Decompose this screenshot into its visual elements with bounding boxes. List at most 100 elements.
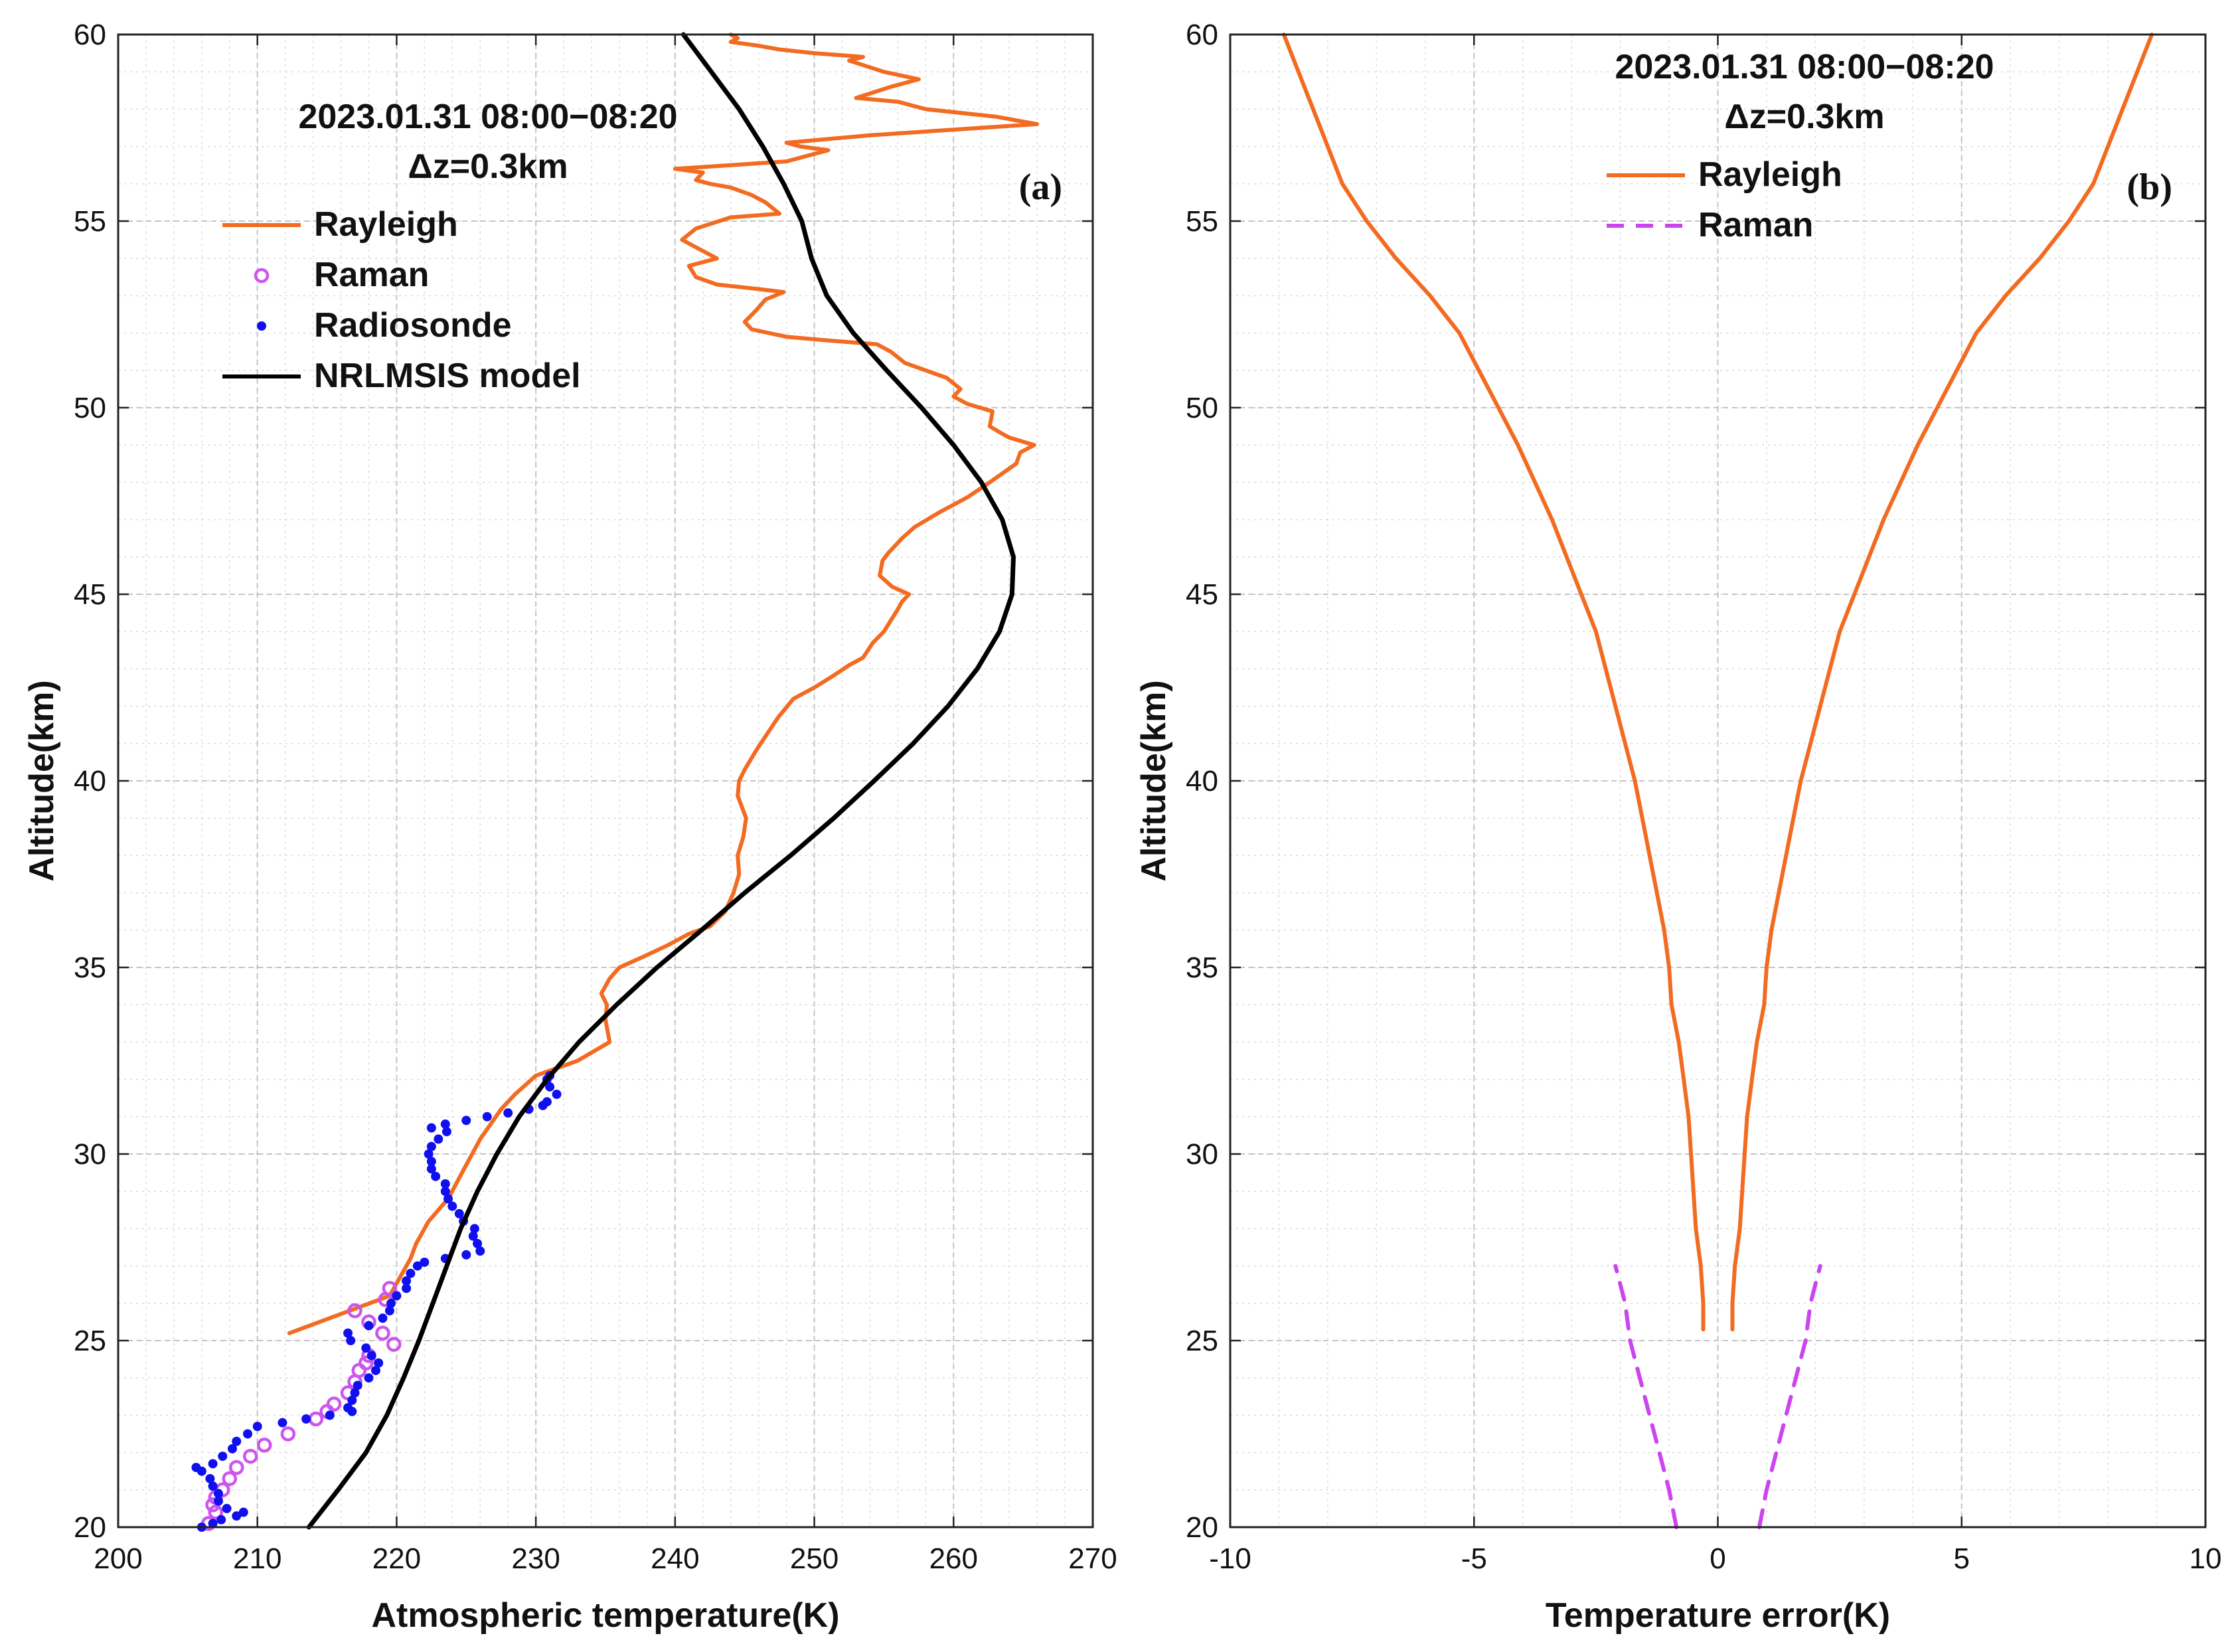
raman-point [229, 1459, 244, 1475]
y-tick-label: 20 [1186, 1511, 1218, 1544]
legend-swatch-dot [257, 321, 266, 331]
y-tick-label: 30 [74, 1138, 106, 1171]
y-tick-label: 55 [74, 205, 106, 238]
radiosonde-point [343, 1328, 353, 1338]
x-tick-label: -5 [1461, 1542, 1487, 1575]
legend: Rayleigh Raman Radiosonde NRLMSIS model [222, 205, 581, 395]
series-line-rayleigh [287, 33, 1040, 1335]
y-tick-label: 55 [1186, 205, 1218, 238]
axes-frame [117, 33, 1094, 1528]
y-tick-label: 45 [74, 578, 106, 611]
y-tick-label: 60 [1186, 19, 1218, 51]
radiosonde-point [366, 1351, 376, 1361]
radiosonde-point [392, 1291, 402, 1301]
radiosonde-point [213, 1489, 223, 1499]
radiosonde-point [420, 1257, 430, 1267]
radiosonde-point [252, 1422, 262, 1432]
x-tick-label: 0 [1710, 1542, 1725, 1575]
radiosonde-point [454, 1208, 464, 1218]
radiosonde-point [426, 1164, 436, 1174]
series-nrlmsis-model [306, 32, 1016, 1530]
legend-label: Rayleigh [314, 205, 458, 244]
x-tick-label: 270 [1068, 1542, 1117, 1575]
axes-frame [1229, 33, 2207, 1528]
panel-label: (b) [2127, 167, 2172, 208]
radiosonde-point [353, 1380, 362, 1390]
radiosonde-point [469, 1224, 479, 1234]
radiosonde-point [386, 1298, 396, 1308]
radiosonde-point [346, 1336, 356, 1345]
x-tick-label: 210 [233, 1542, 281, 1575]
radiosonde-point [402, 1283, 412, 1293]
y-tick-label: 40 [74, 765, 106, 797]
radiosonde-point [227, 1444, 237, 1453]
annotation-date: 2023.01.31 08:00−08:20 [1615, 48, 1994, 86]
radiosonde-point [370, 1365, 380, 1375]
annotation-date: 2023.01.31 08:00−08:20 [298, 98, 677, 136]
legend-label: Rayleigh [1698, 155, 1842, 194]
raman-point [326, 1396, 342, 1412]
radiosonde-point [191, 1463, 201, 1473]
raman-point [382, 1281, 398, 1296]
radiosonde-point [208, 1481, 218, 1491]
y-axis-label: Altitude(km) [1135, 680, 1173, 881]
radiosonde-point [461, 1115, 471, 1125]
y-tick-label: 20 [74, 1511, 106, 1544]
radiosonde-point [461, 1250, 471, 1260]
series-line-rayleigh [1730, 33, 2154, 1332]
x-axis-label: Temperature error(K) [1546, 1596, 1890, 1635]
panel-label: (a) [1019, 167, 1062, 208]
radiosonde-point [364, 1373, 374, 1383]
raman-point [222, 1471, 238, 1487]
radiosonde-point [431, 1171, 441, 1181]
radiosonde-point [542, 1097, 552, 1107]
radiosonde-point [374, 1358, 384, 1368]
radiosonde-point [347, 1395, 357, 1405]
x-tick-label: 260 [929, 1542, 978, 1575]
y-tick-label: 45 [1186, 578, 1218, 611]
radiosonde-point [552, 1090, 562, 1100]
y-tick-label: 60 [74, 19, 106, 51]
radiosonde-point [205, 1473, 215, 1483]
radiosonde-point [424, 1149, 434, 1159]
radiosonde-point [402, 1276, 412, 1286]
radiosonde-point [482, 1112, 492, 1121]
radiosonde-point [301, 1414, 311, 1424]
legend-label: Radiosonde [314, 306, 512, 345]
x-tick-label: 220 [372, 1542, 421, 1575]
y-tick-label: 50 [74, 392, 106, 424]
legend: Rayleigh Raman [1607, 155, 1842, 244]
x-axis-label: Atmospheric temperature(K) [371, 1596, 839, 1635]
x-tick-label: 250 [790, 1542, 838, 1575]
y-tick-label: 25 [1186, 1325, 1218, 1357]
radiosonde-point [426, 1141, 436, 1151]
series-rayleigh [287, 33, 1040, 1335]
radiosonde-point [412, 1261, 422, 1271]
y-tick-label: 40 [1186, 765, 1218, 797]
radiosonde-point [343, 1403, 353, 1413]
radiosonde-point [213, 1496, 223, 1506]
raman-point [256, 1438, 272, 1453]
series-line-nrlmsis-model [306, 32, 1016, 1530]
x-tick-label: 200 [94, 1542, 142, 1575]
radiosonde-point [475, 1246, 485, 1256]
radiosonde-point [238, 1507, 248, 1517]
radiosonde-point [364, 1321, 374, 1331]
series-raman [1613, 1264, 1679, 1529]
radiosonde-point [216, 1515, 226, 1525]
y-tick-label: 35 [1186, 951, 1218, 984]
y-tick-label: 35 [74, 951, 106, 984]
radiosonde-point [350, 1388, 360, 1398]
series-line-raman [1613, 1264, 1679, 1529]
radiosonde-point [232, 1436, 242, 1446]
raman-point [375, 1325, 390, 1341]
chart-panel-b: -10 -5 0 5 10 20 25 30 35 40 45 50 55 60 Temperature e… [1135, 19, 2221, 1635]
raman-point [280, 1426, 296, 1442]
radiosonde-point [243, 1429, 253, 1439]
legend-label: NRLMSIS model [314, 357, 581, 395]
radiosonde-point [426, 1123, 436, 1133]
radiosonde-point [325, 1410, 335, 1420]
radiosonde-point [278, 1418, 287, 1428]
x-tick-label: 5 [1954, 1542, 1970, 1575]
